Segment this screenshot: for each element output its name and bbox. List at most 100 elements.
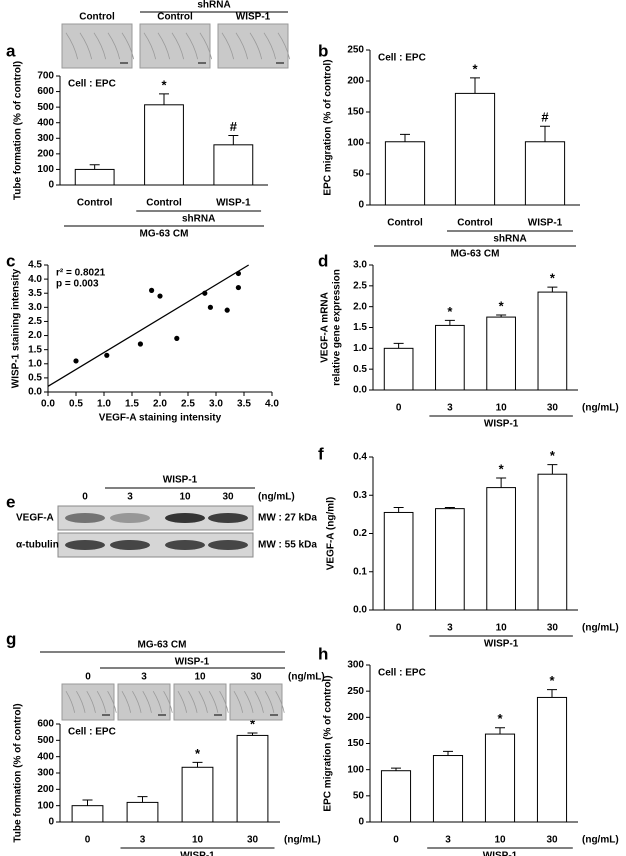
y-axis-label: WISP-1 staining intensity bbox=[11, 268, 22, 388]
x-tick-label: 1.5 bbox=[125, 399, 139, 410]
y-tick-label: 200 bbox=[347, 76, 364, 87]
y-axis-label: EPC migration (% of control) bbox=[323, 675, 334, 811]
error-bar bbox=[89, 164, 100, 170]
x-tick-label: 0.5 bbox=[69, 399, 83, 410]
y-tick-label: 300 bbox=[37, 768, 54, 779]
band bbox=[65, 540, 105, 550]
y-tick-label: 2.0 bbox=[28, 330, 42, 341]
y-tick-label: 0.3 bbox=[353, 490, 367, 501]
x-tick-label: 10 bbox=[496, 623, 508, 634]
panel-letter: d bbox=[318, 251, 328, 270]
molecular-weight: MW : 55 kDa bbox=[258, 540, 317, 551]
annotation: p = 0.003 bbox=[56, 279, 99, 290]
bar bbox=[432, 755, 464, 823]
y-tick-label: 200 bbox=[37, 148, 54, 159]
bar bbox=[486, 487, 516, 611]
y-tick-label: 0.5 bbox=[353, 364, 367, 375]
x-tick-label: 0 bbox=[393, 835, 399, 846]
texture bbox=[121, 32, 135, 60]
y-tick-label: 200 bbox=[37, 784, 54, 795]
y-tick-label: 150 bbox=[347, 738, 364, 749]
bar bbox=[537, 291, 568, 391]
y-axis-label: EPC migration (% of control) bbox=[323, 59, 334, 195]
error-bar bbox=[547, 464, 558, 475]
y-tick-label: 2.5 bbox=[353, 280, 367, 291]
significance-mark: * bbox=[195, 746, 201, 761]
error-bar bbox=[82, 799, 93, 806]
y-tick-label: 200 bbox=[347, 712, 364, 723]
y-tick-label: 0.5 bbox=[28, 373, 42, 384]
x-tick-label: 30 bbox=[546, 835, 558, 846]
x-tick-label: 10 bbox=[496, 403, 508, 414]
texture bbox=[219, 690, 229, 713]
bar bbox=[536, 696, 568, 823]
y-tick-label: 3.0 bbox=[353, 260, 367, 271]
x-tick-label: 2.5 bbox=[181, 399, 195, 410]
point bbox=[207, 304, 213, 310]
y-tick-label: 0.2 bbox=[353, 528, 367, 539]
unit-label: (ng/mL) bbox=[582, 835, 619, 846]
y-tick-label: 50 bbox=[353, 169, 365, 180]
micrograph bbox=[61, 683, 115, 721]
x-tick-label: 3 bbox=[445, 835, 451, 846]
texture bbox=[199, 32, 213, 60]
band bbox=[165, 513, 205, 523]
x-tick-label: 30 bbox=[247, 835, 259, 846]
row-label: VEGF-A bbox=[16, 513, 54, 524]
point bbox=[157, 293, 163, 299]
y-tick-label: 100 bbox=[347, 764, 364, 775]
texture bbox=[157, 32, 171, 60]
group-label: shRNA bbox=[493, 234, 526, 245]
note: Cell : EPC bbox=[68, 79, 116, 90]
panel-letter: h bbox=[318, 644, 328, 663]
texture bbox=[235, 32, 249, 60]
annotation: r² = 0.8021 bbox=[56, 268, 106, 279]
y-tick-label: 400 bbox=[37, 117, 54, 128]
significance-mark: * bbox=[161, 77, 167, 92]
texture bbox=[221, 32, 235, 60]
x-tick-label: 3 bbox=[447, 623, 453, 634]
x-tick-label: 3 bbox=[140, 835, 146, 846]
error-bar bbox=[443, 750, 453, 756]
error-bar bbox=[137, 796, 148, 803]
unit-label: (ng/mL) bbox=[258, 492, 295, 503]
texture bbox=[121, 690, 132, 713]
texture bbox=[208, 690, 219, 713]
error-bar bbox=[496, 314, 507, 318]
bar bbox=[384, 141, 426, 206]
image-subheader: WISP-1 bbox=[175, 657, 210, 668]
bar bbox=[383, 347, 414, 391]
y-tick-label: 0.0 bbox=[353, 385, 367, 396]
band bbox=[165, 540, 205, 550]
x-tick-label: 10 bbox=[192, 835, 204, 846]
point bbox=[224, 307, 230, 313]
group-label: shRNA bbox=[182, 214, 215, 225]
y-tick-label: 150 bbox=[347, 107, 364, 118]
group-label: WISP-1 bbox=[483, 851, 518, 856]
y-axis-label: relative gene expression bbox=[332, 269, 343, 386]
micrograph bbox=[173, 683, 227, 721]
point bbox=[174, 335, 180, 341]
y-tick-label: 100 bbox=[37, 800, 54, 811]
blot-header: WISP-1 bbox=[163, 475, 198, 486]
significance-mark: * bbox=[549, 673, 555, 688]
x-tick-label: Control bbox=[146, 198, 182, 209]
fit-line bbox=[47, 264, 250, 387]
texture bbox=[177, 690, 188, 713]
unit-label: (ng/mL) bbox=[288, 672, 325, 683]
micrograph bbox=[229, 683, 283, 721]
bar bbox=[74, 168, 115, 186]
y-tick-label: 1.0 bbox=[28, 358, 42, 369]
texture bbox=[244, 690, 254, 713]
y-tick-label: 2.5 bbox=[28, 316, 42, 327]
texture bbox=[188, 690, 198, 713]
texture bbox=[275, 690, 285, 713]
texture bbox=[107, 32, 121, 60]
texture bbox=[198, 690, 208, 713]
x-tick-label: Control bbox=[77, 198, 113, 209]
note: Cell : EPC bbox=[378, 53, 426, 64]
image-label: 3 bbox=[141, 672, 147, 683]
panel-letter: c bbox=[6, 251, 15, 270]
y-tick-label: 0 bbox=[358, 817, 364, 828]
error-bar bbox=[400, 133, 410, 142]
